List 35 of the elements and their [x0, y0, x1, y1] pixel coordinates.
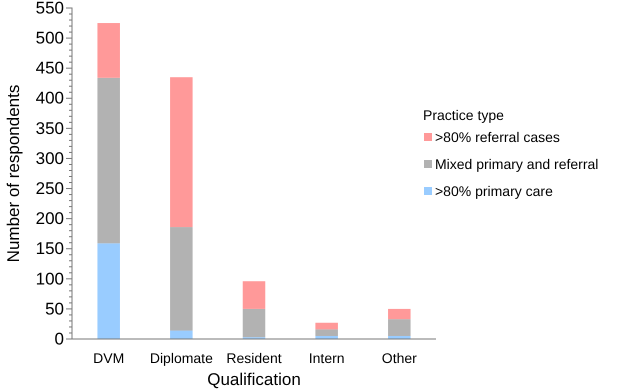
- bar: [97, 243, 120, 339]
- y-tick-label: 400: [36, 88, 64, 108]
- x-tick-label: Resident: [226, 350, 282, 366]
- bar: [315, 329, 338, 336]
- legend-label: Mixed primary and referral: [435, 156, 598, 172]
- x-tick-label: Other: [382, 350, 418, 366]
- y-tick-label: 300: [36, 148, 64, 168]
- bar: [170, 227, 193, 331]
- y-tick-label: 550: [36, 0, 64, 18]
- x-axis-title: Qualification: [207, 370, 301, 389]
- bar: [97, 78, 120, 244]
- x-tick-label: Intern: [308, 350, 345, 366]
- y-tick-label: 200: [36, 209, 64, 228]
- bar: [97, 23, 120, 78]
- y-tick-label: 350: [36, 118, 64, 138]
- bar: [315, 322, 338, 330]
- y-tick-label: 0: [54, 329, 64, 348]
- y-tick-label: 100: [36, 269, 64, 288]
- y-axis-title: Number of respondents: [4, 84, 23, 262]
- bar: [170, 330, 193, 339]
- bar: [388, 319, 411, 336]
- y-tick-label: 50: [45, 299, 64, 318]
- y-tick-label: 250: [36, 178, 64, 198]
- bar: [242, 281, 266, 309]
- y-tick-label: 150: [36, 239, 64, 258]
- bar: [170, 77, 193, 228]
- legend-title: Practice type: [423, 107, 504, 123]
- bar: [242, 308, 266, 338]
- y-tick-label: 500: [36, 28, 64, 48]
- x-tick-label: Diplomate: [150, 350, 214, 366]
- bar: [388, 308, 411, 320]
- legend-label: >80% referral cases: [435, 129, 560, 145]
- legend-label: >80% primary care: [435, 183, 554, 199]
- y-tick-label: 450: [36, 58, 64, 78]
- x-tick-label: DVM: [93, 350, 124, 366]
